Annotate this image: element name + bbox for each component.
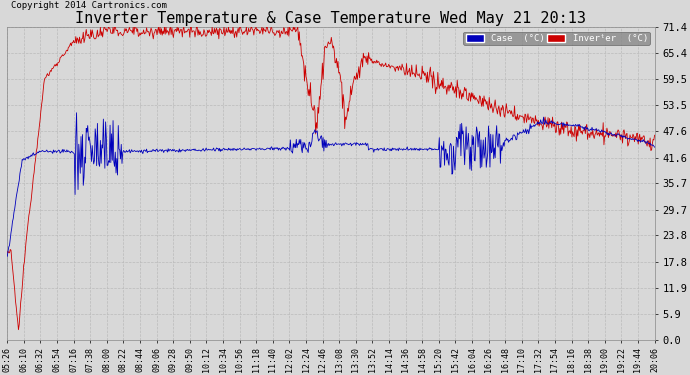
Text: Copyright 2014 Cartronics.com: Copyright 2014 Cartronics.com [10,2,166,10]
Legend: Case  (°C), Inverᵗer  (°C): Case (°C), Inverᵗer (°C) [463,32,650,45]
Title: Inverter Temperature & Case Temperature Wed May 21 20:13: Inverter Temperature & Case Temperature … [75,11,586,26]
